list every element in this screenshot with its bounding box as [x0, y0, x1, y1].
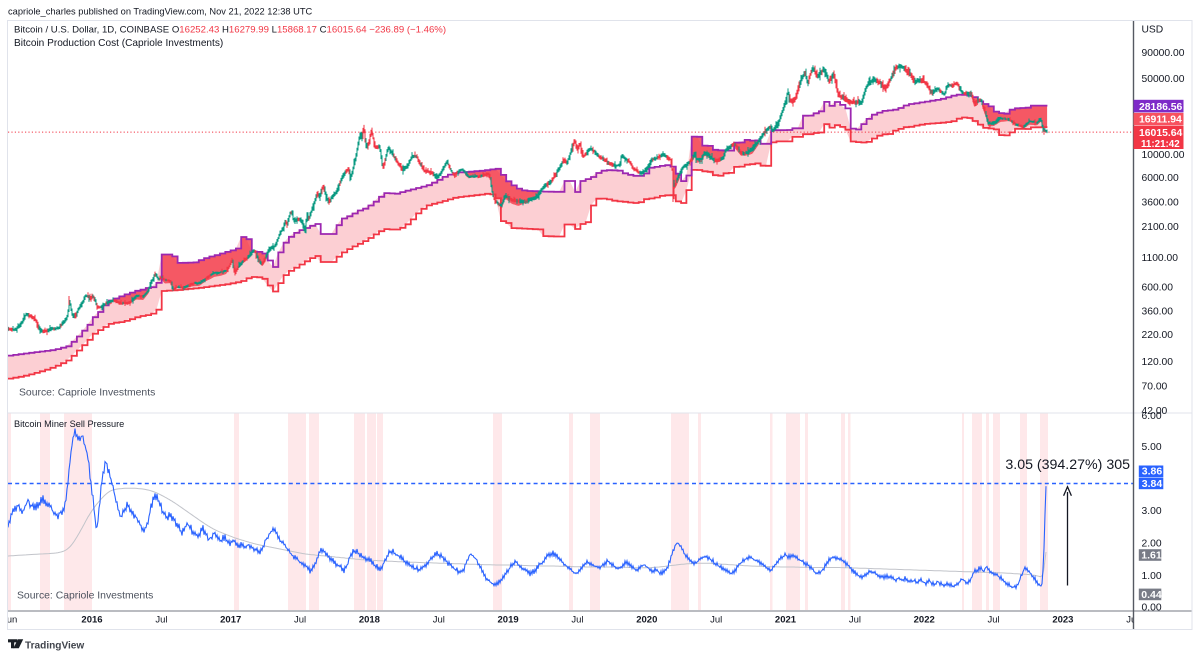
svg-text:Bitcoin Miner Sell Pressure: Bitcoin Miner Sell Pressure [14, 419, 124, 429]
svg-text:capriole_charles published on: capriole_charles published on TradingVie… [8, 7, 313, 17]
svg-text:Jul: Jul [294, 615, 306, 626]
svg-text:120.00: 120.00 [1142, 357, 1174, 368]
svg-text:3600.00: 3600.00 [1142, 197, 1179, 208]
svg-text:6.00: 6.00 [1142, 411, 1162, 422]
svg-text:2100.00: 2100.00 [1142, 222, 1179, 233]
svg-text:Source: Capriole Investments: Source: Capriole Investments [17, 591, 153, 602]
svg-text:1.61: 1.61 [1141, 549, 1162, 561]
svg-text:28186.56: 28186.56 [1139, 102, 1183, 113]
svg-text:USD: USD [1142, 24, 1164, 35]
svg-text:Jul: Jul [155, 615, 167, 626]
svg-text:360.00: 360.00 [1142, 306, 1174, 317]
svg-text:3.00: 3.00 [1142, 506, 1162, 517]
svg-text:Jul: Jul [710, 615, 722, 626]
svg-text:2018: 2018 [359, 615, 380, 626]
svg-text:5.00: 5.00 [1142, 442, 1162, 453]
svg-text:2022: 2022 [914, 615, 935, 626]
svg-text:220.00: 220.00 [1142, 330, 1174, 341]
svg-text:0.00: 0.00 [1142, 602, 1162, 613]
svg-text:16015.64: 16015.64 [1139, 128, 1183, 139]
svg-text:2.00: 2.00 [1142, 538, 1162, 549]
svg-text:Jul: Jul [849, 615, 861, 626]
svg-text:3.86: 3.86 [1142, 466, 1163, 478]
svg-text:10000.00: 10000.00 [1142, 150, 1185, 161]
svg-text:16911.94: 16911.94 [1139, 115, 1182, 126]
svg-text:0.44: 0.44 [1141, 589, 1162, 601]
svg-text:2021: 2021 [775, 615, 797, 626]
svg-text:2023: 2023 [1052, 615, 1073, 626]
svg-text:Jul: Jul [988, 615, 1000, 626]
svg-text:Jul: Jul [571, 615, 583, 626]
svg-text:2016: 2016 [81, 615, 102, 626]
svg-text:3.05 (394.27%) 305: 3.05 (394.27%) 305 [1005, 457, 1130, 473]
svg-text:70.00: 70.00 [1142, 381, 1168, 392]
svg-text:Jul: Jul [433, 615, 445, 626]
svg-text:1100.00: 1100.00 [1142, 253, 1179, 264]
svg-text:2019: 2019 [498, 615, 519, 626]
svg-text:Bitcoin / U.S. Dollar, 1D, COI: Bitcoin / U.S. Dollar, 1D, COINBASE O162… [14, 25, 446, 36]
svg-text:2017: 2017 [220, 615, 241, 626]
svg-text:600.00: 600.00 [1142, 282, 1174, 293]
svg-text:2020: 2020 [636, 615, 657, 626]
svg-text:Jul: Jul [1126, 615, 1138, 626]
svg-text:1.00: 1.00 [1142, 571, 1162, 582]
svg-text:TradingView: TradingView [25, 640, 84, 651]
svg-text:11:21:42: 11:21:42 [1141, 139, 1180, 150]
svg-text:42.00: 42.00 [1142, 406, 1168, 417]
svg-text:un: un [7, 615, 18, 626]
svg-text:90000.00: 90000.00 [1142, 48, 1185, 59]
svg-text:3.84: 3.84 [1142, 478, 1163, 490]
svg-text:6000.00: 6000.00 [1142, 173, 1179, 184]
svg-text:Source: Capriole Investments: Source: Capriole Investments [19, 388, 155, 399]
svg-text:Bitcoin Production Cost (Capri: Bitcoin Production Cost (Capriole Invest… [14, 38, 223, 49]
svg-text:50000.00: 50000.00 [1142, 74, 1185, 85]
